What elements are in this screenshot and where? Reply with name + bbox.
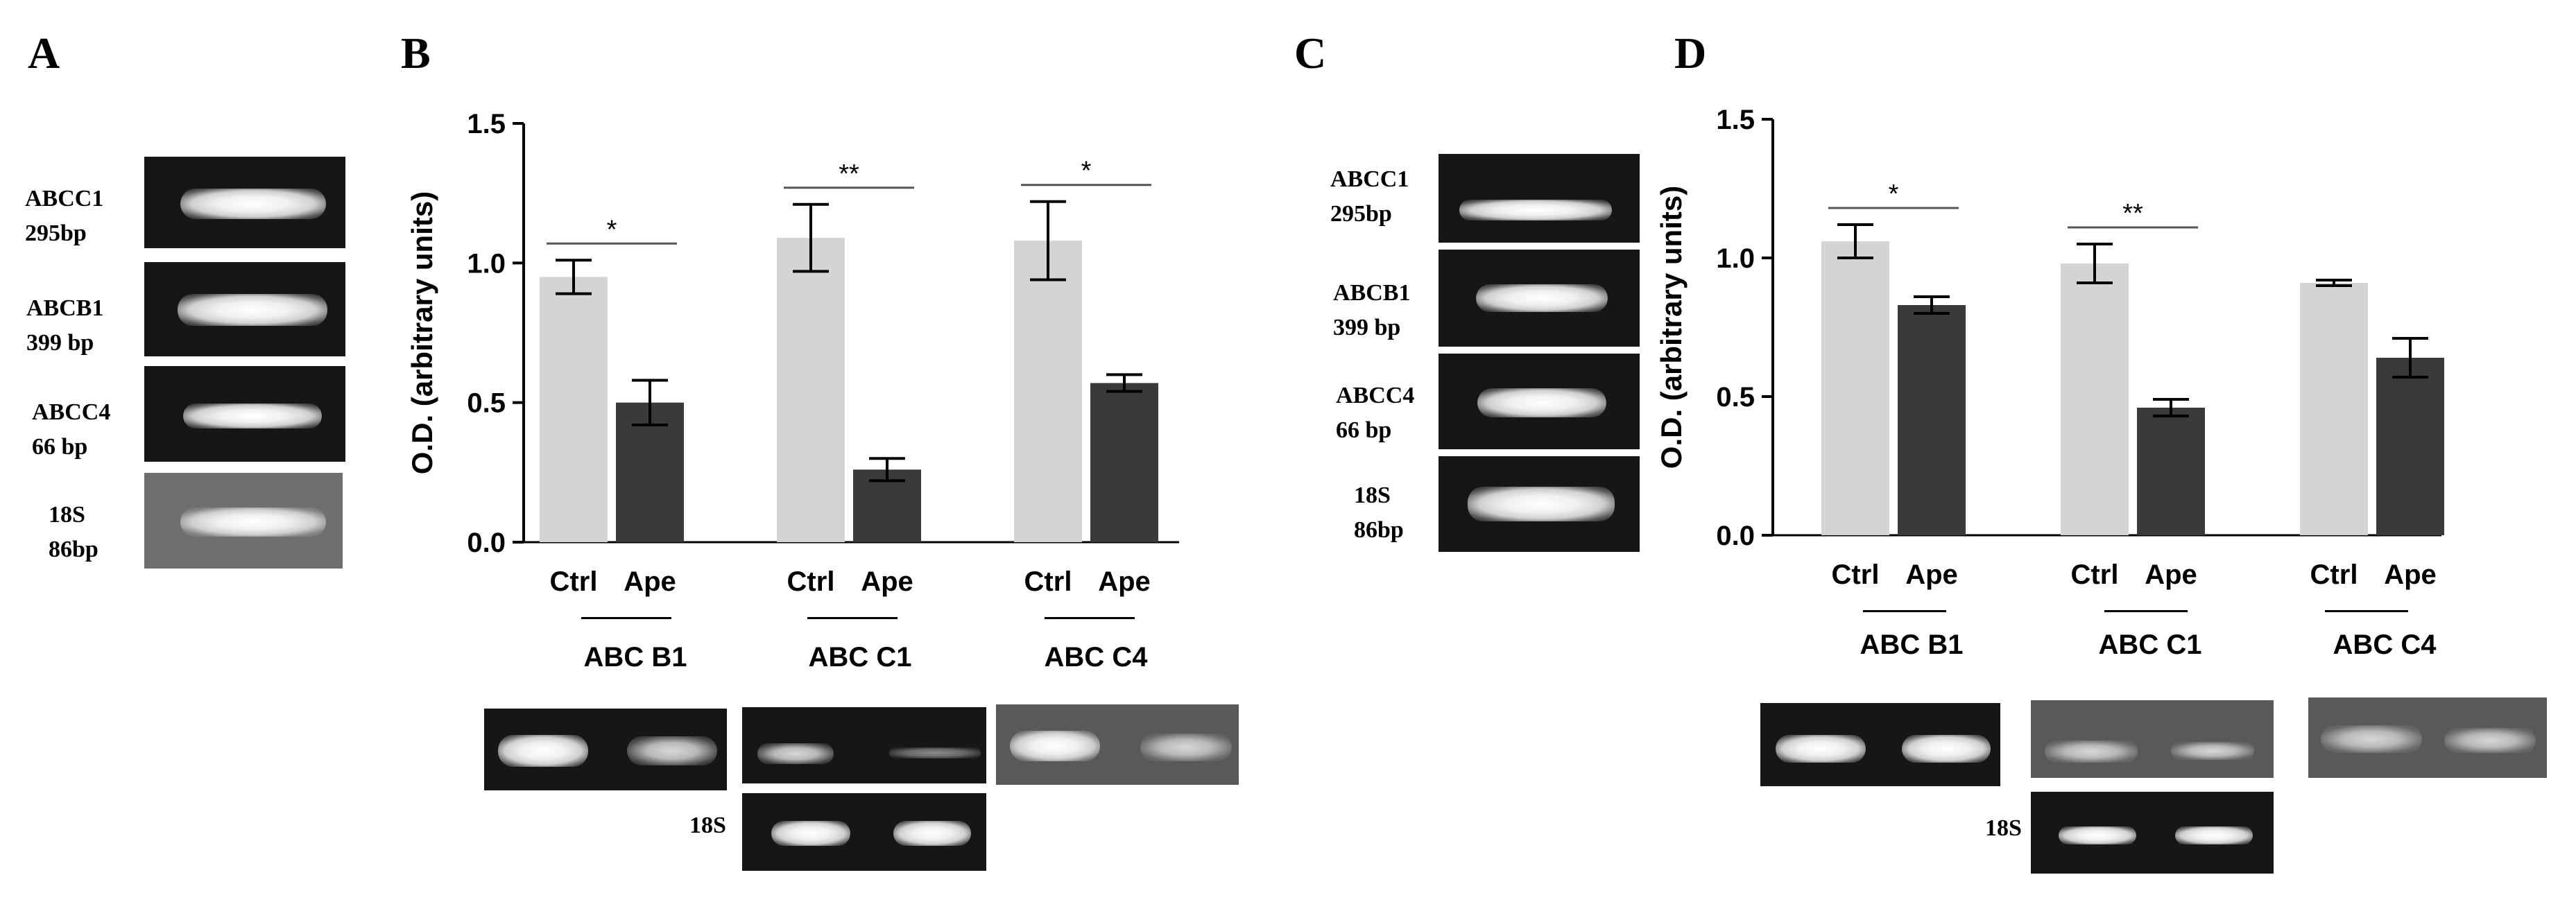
ape-bar: [2376, 358, 2444, 535]
panel-letter-d: D: [1674, 28, 1707, 78]
group-underline: [2104, 610, 2188, 612]
product-size: 399 bp: [1333, 315, 1401, 340]
gene-name: ABCC4: [1336, 383, 1415, 408]
group-underline: [807, 617, 898, 619]
group-label: ABC C1: [2098, 630, 2202, 660]
gene-name: ABCC1: [25, 186, 104, 211]
significance-stars: *: [1081, 157, 1092, 186]
y-tick-label: 1.5: [1716, 105, 1755, 135]
group-label: ABC C4: [1044, 642, 1148, 673]
ctrl-bar: [2061, 263, 2129, 535]
y-axis-label: O.D. (arbitrary units): [1655, 186, 1688, 469]
gel-image-c-abcc1: [1439, 154, 1640, 243]
ctrl-bar: [777, 238, 845, 542]
ctrl-bar: [1014, 241, 1082, 542]
gel-label-c-2: ABCB1 399 bp: [1333, 276, 1410, 345]
significance-stars: *: [607, 215, 617, 244]
y-tick-label: 0.5: [1716, 382, 1755, 413]
gene-name: 18S: [49, 502, 85, 528]
gel-image-d-abcc4: [2308, 697, 2547, 778]
significance-stars: *: [1889, 180, 1899, 209]
gene-name: ABCB1: [26, 295, 104, 321]
x-tick-label: Ctrl: [1832, 560, 1880, 590]
ctrl-bar: [1821, 241, 1889, 535]
gel-label-a-3: ABCC4 66 bp: [32, 395, 110, 465]
x-tick-label: Ape: [624, 566, 676, 597]
gel-label-a-2: ABCB1 399 bp: [26, 291, 103, 361]
gel-label-c-1: ABCC1 295bp: [1330, 162, 1409, 232]
gel-image-c-18s: [1439, 456, 1640, 552]
significance-stars: **: [839, 159, 859, 189]
y-tick-label: 1.0: [467, 248, 506, 279]
x-tick-label: Ctrl: [2071, 560, 2119, 590]
significance-stars: **: [2122, 199, 2143, 228]
gel-image-d-18s: [2031, 792, 2274, 874]
group-underline: [2325, 610, 2408, 612]
gel-image-c-abcb1: [1439, 250, 1640, 347]
product-size: 295bp: [25, 220, 87, 246]
y-tick-label: 0.5: [467, 388, 506, 419]
x-tick-label: Ctrl: [2310, 560, 2358, 590]
group-label: ABC C1: [808, 642, 912, 673]
x-tick-label: Ape: [861, 566, 913, 597]
product-size: 399 bp: [26, 330, 94, 356]
gel-image-a-abcb1: [144, 262, 345, 356]
x-tick-label: Ape: [2145, 560, 2197, 590]
gel-label-a-1: ABCC1 295bp: [25, 182, 103, 251]
ape-bar: [2137, 408, 2205, 535]
x-tick-label: Ape: [1098, 566, 1151, 597]
gene-name: ABCB1: [1333, 280, 1411, 306]
product-size: 86bp: [49, 537, 98, 562]
ctrl-bar: [540, 277, 608, 542]
x-tick-label: Ctrl: [1024, 566, 1072, 597]
gel-label-a-4: 18S 86bp: [49, 498, 98, 567]
group-label: ABC C4: [2333, 630, 2437, 660]
product-size: 66 bp: [32, 434, 88, 460]
product-size: 295bp: [1330, 201, 1392, 227]
gene-name: ABCC4: [32, 399, 111, 425]
x-tick-label: Ape: [2384, 560, 2437, 590]
gel-image-a-18s: [144, 473, 343, 569]
gel-image-c-abcc4: [1439, 354, 1640, 449]
gel-label-c-3: ABCC4 66 bp: [1336, 379, 1414, 448]
gene-name: 18S: [1354, 483, 1391, 508]
gel-label-18s-b: 18S: [689, 813, 726, 838]
x-tick-label: Ctrl: [550, 566, 598, 597]
gel-image-a-abcc1: [144, 157, 345, 248]
y-tick-label: 1.5: [467, 109, 506, 139]
gel-image-b-abcb1: [484, 709, 727, 790]
panel-letter-c: C: [1294, 28, 1327, 78]
gel-label-c-4: 18S 86bp: [1354, 478, 1404, 548]
ape-bar: [1898, 305, 1966, 535]
ape-bar: [1090, 383, 1158, 542]
panel-letter-b: B: [401, 28, 431, 78]
x-tick-label: Ape: [1905, 560, 1958, 590]
gel-image-b-abcc1: [742, 707, 986, 783]
group-underline: [581, 617, 671, 619]
gel-image-a-abcc4: [144, 366, 345, 462]
gel-image-d-abcb1: [1760, 703, 2000, 786]
product-size: 66 bp: [1336, 417, 1392, 443]
gel-image-d-abcc1: [2031, 700, 2274, 778]
panel-letter-a: A: [28, 28, 60, 78]
gel-image-b-18s: [742, 793, 986, 871]
group-label: ABC B1: [583, 642, 687, 673]
y-tick-label: 0.0: [467, 528, 506, 558]
group-underline: [1863, 610, 1946, 612]
y-tick-label: 0.0: [1716, 521, 1755, 551]
product-size: 86bp: [1354, 517, 1404, 543]
y-axis-label: O.D. (arbitrary units): [406, 191, 438, 474]
y-tick-label: 1.0: [1716, 243, 1755, 274]
gel-image-b-abcc4: [996, 704, 1239, 785]
gel-label-18s-d: 18S: [1985, 815, 2022, 841]
group-label: ABC B1: [1860, 630, 1964, 660]
group-underline: [1045, 617, 1135, 619]
gene-name: ABCC1: [1330, 166, 1409, 192]
x-tick-label: Ctrl: [787, 566, 835, 597]
ctrl-bar: [2300, 283, 2368, 535]
